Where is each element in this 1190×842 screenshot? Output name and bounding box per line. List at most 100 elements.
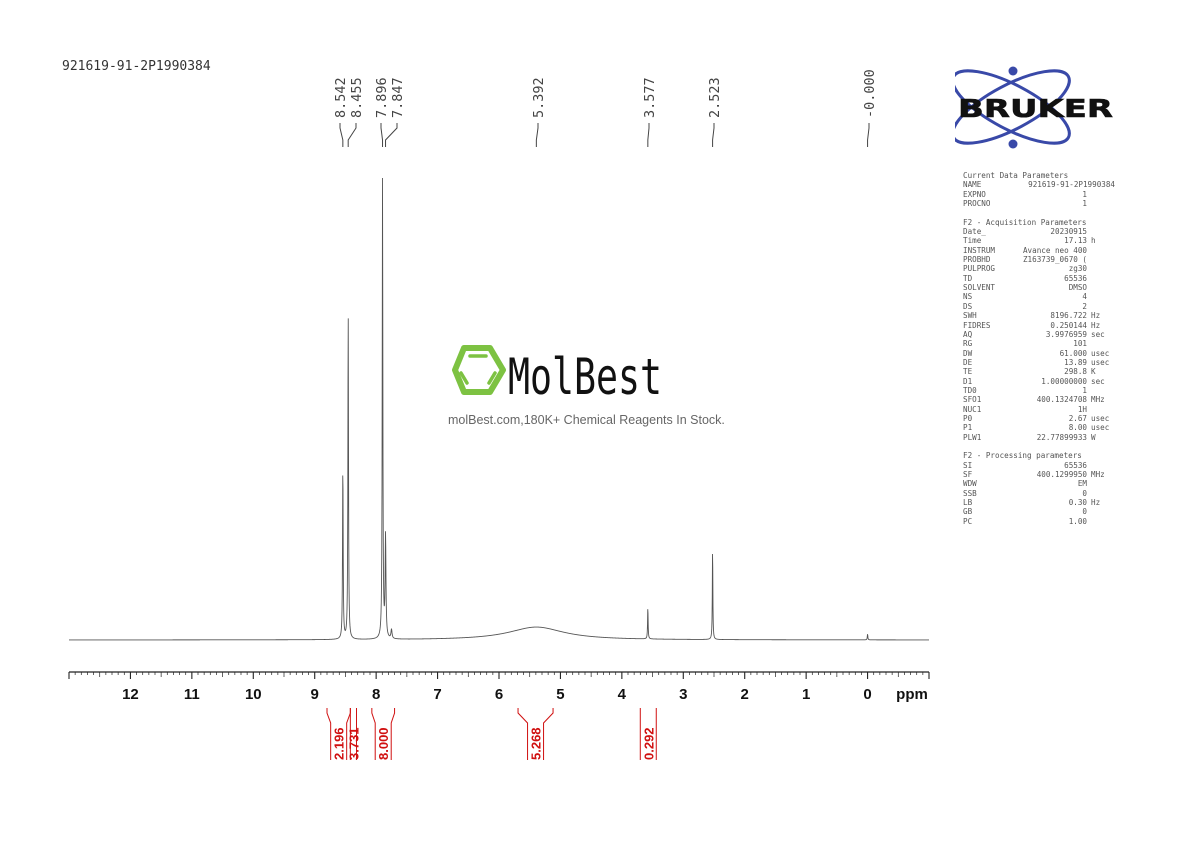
- param-row: TD0 1: [963, 386, 1123, 395]
- param-value: 101: [1073, 339, 1087, 349]
- peak-label-connector: [712, 123, 715, 147]
- param-row: DS 2: [963, 302, 1123, 311]
- param-label: SSB: [963, 488, 977, 498]
- param-label: LB: [963, 498, 973, 508]
- param-unit: [1087, 489, 1091, 498]
- molbest-tagline: molBest.com,180K+ Chemical Reagents In S…: [448, 413, 725, 427]
- param-label: SI: [963, 460, 973, 470]
- peak-label: 3.577: [642, 77, 658, 118]
- param-label: PROCNO: [963, 199, 991, 209]
- x-tick-label: 6: [495, 686, 503, 703]
- param-label: DE: [963, 357, 973, 367]
- param-value: 1H: [1077, 404, 1087, 414]
- x-tick-label: 1: [802, 686, 810, 703]
- integral-value: 3.731: [346, 727, 361, 760]
- param-unit: [1087, 283, 1091, 292]
- param-value: 4: [1082, 292, 1087, 302]
- param-label: AQ: [963, 329, 973, 339]
- nmr-spectrum: 8.542 8.455 7.896 7.847 5.392 3.577 2.523 -0.00…: [68, 69, 930, 760]
- param-unit: Hz: [1091, 320, 1101, 330]
- param-label: D1: [963, 376, 973, 386]
- integral-bracket: [326, 708, 332, 760]
- param-row: EXPNO 1: [963, 190, 1123, 199]
- param-value: 0.250144: [1050, 320, 1087, 330]
- param-value: 2: [1082, 301, 1087, 311]
- param-value: 8.00: [1068, 423, 1087, 433]
- x-axis-label: ppm: [896, 686, 928, 703]
- param-label: PROBHD: [963, 255, 991, 265]
- param-unit: [1087, 339, 1091, 348]
- param-row: NS 4: [963, 292, 1123, 301]
- param-label: INSTRUM: [963, 245, 996, 255]
- param-unit: [1087, 246, 1091, 255]
- peak-label: 7.896: [374, 77, 390, 118]
- param-unit: MHz: [1091, 470, 1105, 479]
- param-row: WDW EM: [963, 479, 1123, 488]
- param-unit: [1087, 386, 1091, 395]
- param-label: GB: [963, 507, 973, 517]
- x-tick-label: 5: [556, 686, 564, 703]
- param-unit: K: [1091, 367, 1096, 377]
- peak-label: 8.542: [333, 77, 349, 118]
- param-row: PROCNO 1: [963, 199, 1123, 208]
- param-unit: usec: [1091, 413, 1110, 423]
- param-value: zg30: [1068, 264, 1087, 274]
- x-tick-label: 10: [245, 686, 262, 703]
- integral-bracket: [371, 708, 376, 760]
- x-tick-label: 7: [433, 686, 441, 703]
- param-label: PC: [963, 516, 973, 526]
- peak-label-connector: [647, 123, 650, 147]
- param-label: DW: [963, 348, 973, 358]
- param-value: 65536: [1064, 460, 1087, 470]
- peak-label-connector: [339, 123, 344, 147]
- param-row: PC 1.00: [963, 517, 1123, 526]
- integral-value: 5.268: [529, 727, 544, 760]
- integrals: 2.196 3.731 8.000 5.268 0.292: [326, 708, 657, 760]
- param-row: GB 0: [963, 507, 1123, 516]
- param-unit: [1115, 180, 1119, 189]
- param-value: 921619-91-2P1990384: [1028, 180, 1115, 190]
- x-tick-label: 9: [311, 686, 319, 703]
- param-value: 3.9976959: [1045, 329, 1087, 339]
- param-row: TE 298.8 K: [963, 367, 1123, 376]
- param-value: 1: [1082, 199, 1087, 209]
- param-label: NAME: [963, 180, 982, 190]
- param-row: PROBHD Z163739_0670 (: [963, 255, 1123, 264]
- integral-value: 8.000: [376, 727, 391, 760]
- param-label: FIDRES: [963, 320, 991, 330]
- param-row: P0 2.67 usec: [963, 414, 1123, 423]
- peak-labels: 8.542 8.455 7.896 7.847 5.392 3.577 2.523 -0.00…: [333, 69, 878, 147]
- x-tick-label: 3: [679, 686, 687, 703]
- molbest-watermark: MolBest molBest.com,180K+ Chemical Reage…: [448, 340, 748, 427]
- param-row: SFO1 400.1324708 MHz: [963, 395, 1123, 404]
- molbest-logo: MolBest: [452, 345, 662, 406]
- param-row: Time 17.13 h: [963, 236, 1123, 245]
- bruker-logo: BRUKER: [955, 66, 1113, 149]
- param-row: SSB 0: [963, 489, 1123, 498]
- param-unit: usec: [1091, 357, 1110, 367]
- param-value: 1: [1082, 189, 1087, 199]
- param-value: 13.89: [1064, 357, 1087, 367]
- benzene-icon: [452, 345, 506, 395]
- param-row: PULPROG zg30: [963, 264, 1123, 273]
- param-value: 0.30: [1068, 498, 1087, 508]
- param-row: P1 8.00 usec: [963, 423, 1123, 432]
- param-value: 22.77899933: [1036, 432, 1087, 442]
- param-row: DE 13.89 usec: [963, 358, 1123, 367]
- peak-label: 5.392: [531, 77, 547, 118]
- param-value: 2.67: [1068, 413, 1087, 423]
- param-label: TD: [963, 273, 973, 283]
- param-label: DS: [963, 301, 973, 311]
- param-unit: h: [1091, 236, 1096, 246]
- param-value: 1.00000000: [1041, 376, 1087, 386]
- param-unit: sec: [1091, 376, 1105, 386]
- spectrum-line: [69, 178, 929, 641]
- param-value: 61.000: [1059, 348, 1087, 358]
- param-unit: [1087, 302, 1091, 311]
- param-row: NUC1 1H: [963, 405, 1123, 414]
- param-unit: [1087, 405, 1091, 414]
- param-label: NS: [963, 292, 973, 302]
- param-row: SOLVENT DMSO: [963, 283, 1123, 292]
- param-unit: usec: [1091, 348, 1110, 358]
- param-row: PLW1 22.77899933 W: [963, 433, 1123, 442]
